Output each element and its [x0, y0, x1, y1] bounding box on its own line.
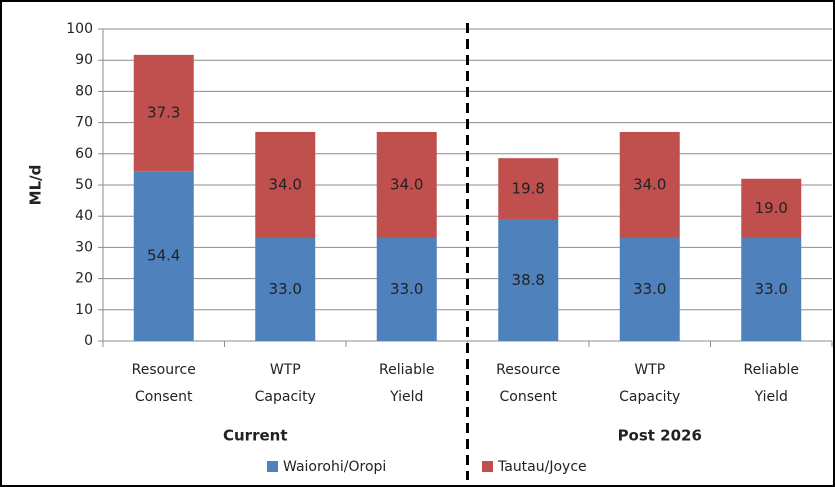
y-tick-label: 30: [75, 239, 93, 255]
y-tick-label: 10: [75, 302, 93, 318]
bar-segment: [619, 131, 680, 239]
data-label: 34.0: [390, 176, 423, 194]
x-tick-label: Resource: [132, 362, 196, 378]
y-tick-label: 100: [66, 21, 93, 37]
y-tick-label: 70: [75, 115, 93, 131]
y-tick-label: 0: [84, 333, 93, 349]
data-label: 19.8: [512, 180, 545, 198]
y-tick-label: 60: [75, 146, 93, 162]
bar-segment: [498, 219, 559, 341]
bar-segment: [741, 178, 802, 239]
data-label: 54.4: [147, 247, 180, 265]
data-label: 33.0: [633, 280, 666, 298]
legend-label: Tautau/Joyce: [497, 459, 587, 475]
x-tick-label: Reliable: [379, 362, 434, 378]
data-label: 19.0: [755, 199, 788, 217]
y-tick-label: 20: [75, 271, 93, 287]
bar-segment: [376, 238, 437, 341]
legend-swatch: [267, 461, 278, 472]
data-label: 33.0: [390, 280, 423, 298]
x-tick-label: Capacity: [619, 389, 680, 405]
x-tick-label: Yield: [754, 389, 788, 405]
data-label: 33.0: [269, 280, 302, 298]
x-tick-label: Resource: [496, 362, 560, 378]
y-tick-label: 80: [75, 83, 93, 99]
data-label: 37.3: [147, 104, 180, 122]
bar-segment: [619, 238, 680, 341]
y-tick-label: 50: [75, 177, 93, 193]
y-axis-title: ML/d: [27, 165, 45, 206]
data-label: 38.8: [512, 271, 545, 289]
legend-label: Waiorohi/Oropi: [283, 459, 386, 475]
x-tick-label: WTP: [634, 362, 665, 378]
x-tick-label: Consent: [500, 389, 558, 405]
bar-segment: [498, 158, 559, 220]
bar-segment: [133, 171, 194, 341]
bar-segment: [376, 131, 437, 239]
y-tick-label: 90: [75, 52, 93, 68]
bar-segment: [133, 54, 194, 172]
data-label: 34.0: [269, 176, 302, 194]
x-tick-label: Consent: [135, 389, 193, 405]
bar-segment: [255, 238, 316, 341]
group-label: Current: [223, 427, 288, 445]
group-label: Post 2026: [618, 427, 702, 445]
bar-segment: [255, 131, 316, 239]
y-tick-label: 40: [75, 208, 93, 224]
data-label: 34.0: [633, 176, 666, 194]
bar-segment: [741, 238, 802, 341]
x-tick-label: Capacity: [255, 389, 316, 405]
x-tick-label: WTP: [270, 362, 301, 378]
x-tick-label: Yield: [389, 389, 423, 405]
x-tick-label: Reliable: [744, 362, 799, 378]
data-label: 33.0: [755, 280, 788, 298]
legend-swatch: [482, 461, 493, 472]
